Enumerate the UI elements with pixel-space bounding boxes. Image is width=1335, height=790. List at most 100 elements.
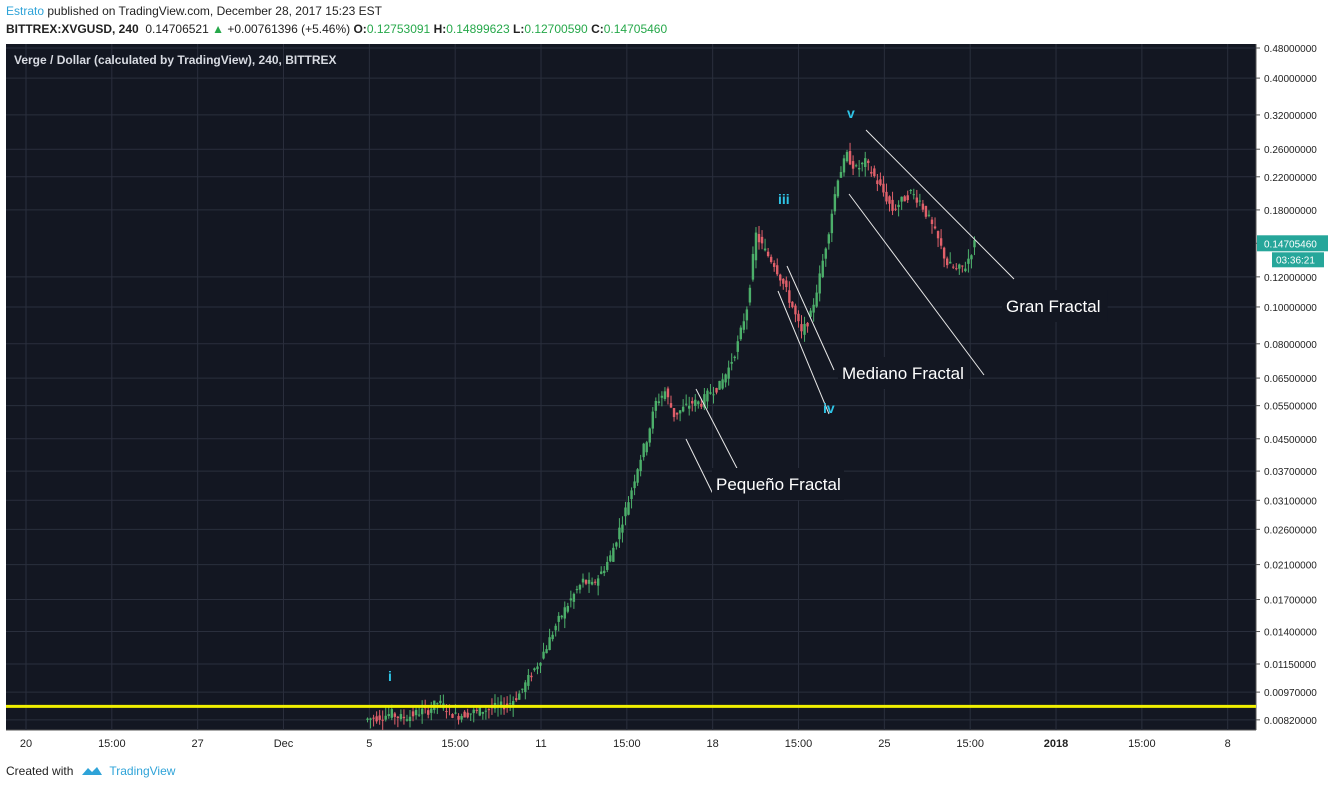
candle-body bbox=[742, 321, 746, 330]
candle-body bbox=[621, 524, 624, 533]
price-chart[interactable]: 0.48000000 0.40000000 0.32000000 0.26000000… bbox=[6, 44, 1329, 754]
x-tick-label: 15:00 bbox=[956, 738, 984, 750]
price-axis[interactable] bbox=[1256, 44, 1329, 754]
candle-body bbox=[672, 408, 676, 418]
publication-line: Estrato published on TradingView.com, De… bbox=[6, 4, 382, 18]
candle-body bbox=[945, 258, 949, 266]
candle-body bbox=[870, 171, 873, 174]
wave-label: iii bbox=[778, 191, 790, 207]
author-link[interactable]: Estrato bbox=[6, 4, 45, 18]
candle-body bbox=[967, 258, 970, 264]
candle-body bbox=[748, 287, 752, 303]
candle-body bbox=[779, 274, 782, 281]
fractal-annotation: Mediano Fractal bbox=[842, 364, 964, 383]
candle-body bbox=[936, 231, 940, 239]
candle-body bbox=[879, 179, 882, 185]
candle-body bbox=[545, 649, 548, 654]
candle-body bbox=[942, 247, 946, 259]
candle-body bbox=[472, 709, 475, 714]
candle-body bbox=[414, 709, 418, 716]
wave-label: i bbox=[388, 668, 392, 684]
channel-line bbox=[865, 129, 1015, 280]
candle-body bbox=[627, 502, 630, 515]
candle-body bbox=[927, 214, 931, 216]
candle-body bbox=[821, 260, 824, 278]
candle-body bbox=[536, 666, 539, 670]
candle-body bbox=[739, 327, 743, 340]
plot-area[interactable] bbox=[6, 44, 1256, 730]
candle-body bbox=[824, 248, 827, 259]
time-axis[interactable] bbox=[6, 730, 1256, 754]
candle-body bbox=[654, 400, 658, 411]
candle-body bbox=[381, 719, 384, 721]
candle-body bbox=[754, 232, 758, 261]
candle-body bbox=[633, 481, 636, 489]
chart-title: Verge / Dollar (calculated by TradingVie… bbox=[14, 53, 337, 67]
candle-body bbox=[524, 682, 527, 693]
candle-body bbox=[848, 151, 852, 165]
up-arrow-icon: ▲ bbox=[212, 22, 225, 36]
annotation-bg bbox=[712, 468, 844, 500]
close-value: 0.14705460 bbox=[603, 22, 668, 36]
candle-body bbox=[700, 403, 703, 407]
candle-body bbox=[499, 701, 503, 707]
candle-body bbox=[800, 324, 803, 332]
candle-body bbox=[857, 167, 861, 170]
candle-body bbox=[815, 292, 818, 307]
y-tick-label: 0.01400000 bbox=[1264, 628, 1317, 639]
candle-body bbox=[882, 183, 885, 193]
candle-body bbox=[369, 718, 372, 720]
low-label: L: bbox=[512, 22, 525, 36]
candle-body bbox=[411, 711, 415, 717]
tradingview-link[interactable]: TradingView bbox=[81, 764, 175, 778]
candle-body bbox=[557, 615, 560, 622]
candle-body bbox=[460, 715, 463, 720]
candle-body bbox=[502, 706, 506, 710]
candle-body bbox=[836, 180, 840, 197]
candle-body bbox=[572, 593, 576, 602]
candle-body bbox=[366, 718, 369, 720]
countdown-badge bbox=[1272, 252, 1324, 268]
footer: Created with TradingView bbox=[6, 764, 175, 778]
last-price-label: 0.14705460 bbox=[1264, 239, 1317, 250]
candle-body bbox=[539, 662, 542, 666]
candle-body bbox=[515, 698, 518, 701]
candle-body bbox=[964, 268, 967, 272]
candle-body bbox=[885, 191, 888, 202]
candle-body bbox=[873, 168, 876, 177]
candle-body bbox=[648, 428, 651, 443]
candle-body bbox=[867, 160, 870, 163]
wave-label: v bbox=[847, 105, 855, 121]
x-tick-label: 15:00 bbox=[441, 738, 469, 750]
candle-body bbox=[548, 637, 551, 651]
y-tick-label: 0.01700000 bbox=[1264, 595, 1317, 606]
candle-body bbox=[578, 584, 582, 590]
x-tick-label: 5 bbox=[366, 738, 372, 750]
candle-body bbox=[599, 571, 603, 574]
candle-body bbox=[645, 442, 648, 453]
candle-body bbox=[678, 410, 682, 414]
channel-line bbox=[848, 193, 985, 376]
candle-body bbox=[782, 278, 785, 284]
candle-body bbox=[642, 443, 645, 458]
candle-body bbox=[864, 158, 867, 167]
candle-body bbox=[715, 387, 718, 393]
y-tick-label: 0.40000000 bbox=[1264, 74, 1317, 85]
symbol-label: BITTREX:XVGUSD, 240 bbox=[6, 22, 139, 36]
candle-body bbox=[469, 713, 472, 715]
candle-body bbox=[688, 405, 691, 409]
candle-body bbox=[876, 180, 879, 185]
candle-body bbox=[785, 280, 788, 288]
y-tick-label: 0.02100000 bbox=[1264, 561, 1317, 572]
candle-body bbox=[721, 379, 724, 389]
fractal-annotation: Gran Fractal bbox=[1006, 297, 1100, 316]
candle-body bbox=[736, 341, 739, 352]
channel-line bbox=[695, 388, 743, 479]
candle-body bbox=[405, 719, 409, 721]
candle-body bbox=[439, 700, 442, 704]
candle-body bbox=[973, 240, 976, 248]
candle-body bbox=[921, 203, 925, 210]
x-tick-label: 2018 bbox=[1044, 738, 1068, 750]
candle-body bbox=[596, 578, 600, 586]
candle-body bbox=[681, 406, 685, 412]
